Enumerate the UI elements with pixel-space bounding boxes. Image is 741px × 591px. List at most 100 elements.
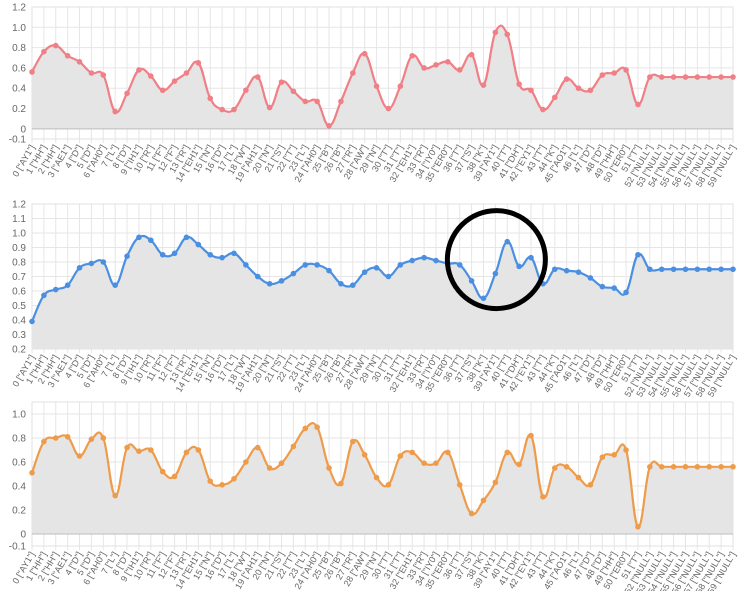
data-point: [516, 81, 522, 87]
data-point: [278, 278, 285, 284]
data-point: [64, 282, 71, 289]
data-point: [670, 74, 677, 80]
data-point: [385, 482, 392, 488]
data-point: [29, 69, 35, 75]
data-point: [528, 254, 534, 261]
data-point: [100, 72, 107, 78]
data-point: [635, 251, 641, 258]
data-point: [611, 70, 617, 76]
data-point: [540, 106, 546, 113]
y-tick-label: 0: [20, 124, 26, 135]
y-tick-label: 0.4: [12, 84, 26, 95]
data-point: [100, 259, 107, 265]
data-point: [623, 67, 629, 73]
y-tick-label: 1.0: [12, 229, 26, 240]
data-point: [88, 70, 95, 76]
data-point: [456, 482, 463, 488]
data-point: [456, 67, 463, 73]
data-point: [611, 285, 617, 291]
y-tick-label: -0.1: [9, 542, 27, 553]
data-point: [706, 74, 713, 80]
data-point: [575, 85, 582, 92]
data-point: [100, 435, 107, 441]
data-point: [528, 432, 534, 439]
data-point: [302, 425, 309, 432]
data-point: [694, 266, 701, 273]
data-point: [409, 52, 416, 59]
y-tick-label: 1.2: [12, 200, 26, 211]
y-tick-label: 0.6: [12, 458, 26, 469]
data-point: [76, 265, 83, 271]
data-point: [409, 449, 416, 456]
data-point: [219, 482, 225, 488]
data-point: [314, 262, 320, 268]
y-tick-label: 0.2: [12, 104, 26, 115]
data-point: [373, 265, 380, 271]
data-point: [433, 257, 439, 264]
chart-panel-2: -0.100.20.40.60.81.00 ["AY1"]1 ["HH"]2 […: [9, 401, 738, 591]
data-point: [148, 237, 154, 244]
chart-panel-1: 0.20.30.40.50.60.70.80.91.01.11.20 ["AY1…: [10, 200, 737, 399]
data-point: [361, 50, 368, 57]
data-point: [124, 90, 130, 97]
data-point: [468, 510, 475, 517]
data-point: [492, 270, 499, 277]
data-point: [551, 266, 558, 273]
data-point: [88, 436, 95, 443]
data-point: [231, 106, 237, 113]
data-point: [421, 65, 427, 71]
data-point: [623, 447, 629, 453]
data-point: [635, 524, 641, 530]
data-point: [136, 448, 142, 455]
data-point: [540, 494, 546, 500]
data-point: [326, 465, 332, 471]
data-point: [575, 474, 582, 481]
data-point: [492, 479, 499, 486]
data-point: [183, 70, 190, 76]
data-point: [409, 257, 416, 264]
data-point: [694, 464, 701, 470]
data-point: [445, 59, 451, 65]
data-point: [171, 78, 178, 84]
data-point: [195, 447, 202, 453]
data-point: [718, 266, 724, 273]
data-point: [563, 76, 570, 82]
data-point: [231, 250, 237, 257]
data-point: [124, 444, 130, 451]
y-tick-label: 0.9: [12, 243, 26, 254]
data-point: [243, 262, 249, 268]
data-point: [159, 251, 166, 258]
data-point: [468, 51, 475, 58]
data-point: [599, 454, 606, 461]
data-point: [183, 449, 190, 456]
data-point: [361, 269, 368, 275]
data-point: [670, 464, 677, 470]
data-point: [349, 438, 356, 445]
data-point: [183, 234, 190, 241]
y-tick-label: 1.0: [12, 410, 26, 421]
data-point: [647, 74, 653, 80]
data-point: [670, 266, 677, 273]
data-point: [338, 280, 344, 287]
y-tick-label: 0.7: [12, 272, 26, 283]
data-point: [647, 464, 653, 470]
data-point: [385, 105, 392, 112]
y-tick-label: 0.6: [12, 63, 26, 74]
data-point: [575, 269, 582, 275]
data-point: [207, 95, 214, 102]
data-point: [278, 460, 285, 467]
data-point: [468, 278, 475, 284]
data-point: [76, 453, 83, 459]
data-point: [635, 101, 641, 108]
data-point: [658, 266, 665, 273]
data-point: [349, 282, 356, 289]
data-point: [266, 280, 273, 287]
y-tick-label: 0.8: [12, 434, 26, 445]
data-point: [682, 464, 689, 470]
data-point: [504, 31, 511, 38]
data-point: [266, 104, 273, 111]
data-point: [421, 254, 427, 261]
data-point: [290, 88, 297, 95]
data-point: [302, 262, 309, 268]
